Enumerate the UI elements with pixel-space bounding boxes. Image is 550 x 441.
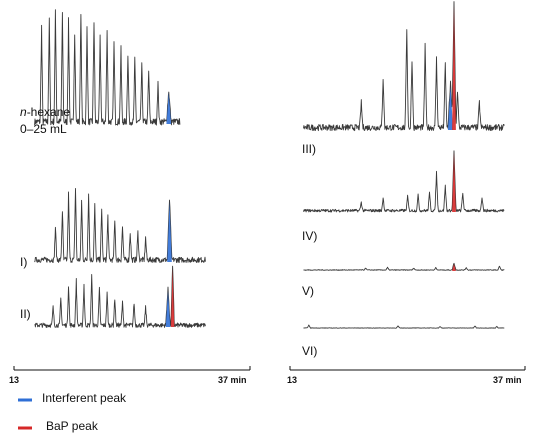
bap-peak-panel-6 xyxy=(452,264,456,271)
trace-panel-5 xyxy=(303,150,505,213)
trace-panel-2 xyxy=(34,188,206,263)
interferent-peak-panel-2 xyxy=(167,201,172,262)
interferent-peak-panel-1 xyxy=(166,92,172,124)
panel-label-i: I) xyxy=(20,255,27,269)
trace-panel-6 xyxy=(303,262,505,271)
panel-label-v: V) xyxy=(302,284,314,298)
trace-panel-3 xyxy=(34,265,206,328)
panel-label-vi: VI) xyxy=(302,344,317,358)
trace-panel-1 xyxy=(34,9,181,126)
annotation-line1: -hexane xyxy=(27,105,71,119)
trace-panel-7 xyxy=(303,324,505,329)
x-tick-label-left-end: 37 min xyxy=(218,375,247,385)
traces-layer xyxy=(34,1,505,329)
right-panel-frame xyxy=(283,3,523,365)
annotation-volume: 0–25 mL xyxy=(20,122,67,136)
panel-label-ii: II) xyxy=(20,307,31,321)
peak-fills-layer xyxy=(165,5,456,327)
panel-label-iii: III) xyxy=(302,142,316,156)
annotation-solvent: n-hexane xyxy=(20,105,70,119)
bap-peak-panel-4 xyxy=(452,5,456,130)
trace-panel-4 xyxy=(303,1,505,132)
x-tick-label-left-start: 13 xyxy=(9,375,19,385)
interferent-peak-panel-4 xyxy=(447,86,454,130)
legend-label-interferent: Interferent peak xyxy=(42,391,127,405)
bap-peak-panel-5 xyxy=(452,152,456,212)
panel-label-iv: IV) xyxy=(302,229,317,243)
x-tick-label-right-start: 13 xyxy=(287,375,297,385)
x-tick-label-right-end: 37 min xyxy=(493,375,522,385)
interferent-peak-panel-3 xyxy=(165,291,171,327)
bap-peak-panel-3 xyxy=(170,268,175,327)
annotation-italic: n xyxy=(20,105,27,119)
legend-label-bap: BaP peak xyxy=(46,419,99,433)
left-panel-frame xyxy=(12,3,250,365)
